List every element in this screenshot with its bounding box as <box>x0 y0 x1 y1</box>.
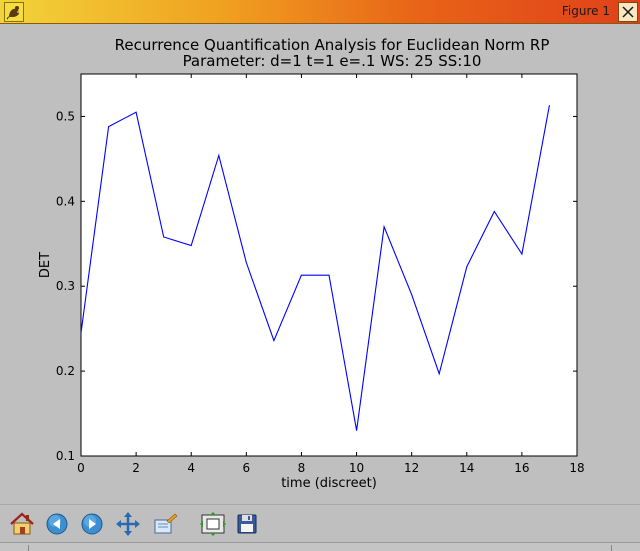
data-point <box>301 274 302 276</box>
x-tick-label: 14 <box>459 461 474 475</box>
y-tick-label: 0.3 <box>56 279 75 293</box>
x-axis-label: time (discreet) <box>281 476 377 491</box>
forward-button[interactable] <box>78 511 106 537</box>
save-button[interactable] <box>233 511 261 537</box>
chart-title: Recurrence Quantification Analysis for E… <box>115 36 550 54</box>
subplots-button[interactable] <box>199 511 227 537</box>
data-point <box>438 373 440 375</box>
arrow-left-icon <box>46 513 68 535</box>
home-icon <box>10 512 34 535</box>
y-axis-ticks: 0.1 0.2 0.3 0.4 0.5 <box>56 109 577 463</box>
y-tick-label: 0.4 <box>56 194 75 208</box>
status-bar-divider <box>611 545 612 551</box>
x-axis-ticks: 0 2 4 6 8 10 12 14 16 18 <box>77 74 585 475</box>
y-tick-label: 0.2 <box>56 364 75 378</box>
zoom-rect-button[interactable] <box>151 511 179 537</box>
x-tick-label: 4 <box>187 461 195 475</box>
subplots-icon <box>200 512 226 536</box>
x-tick-label: 12 <box>404 461 419 475</box>
data-point <box>466 266 468 268</box>
pan-button[interactable] <box>114 511 142 537</box>
y-tick-label: 0.5 <box>56 109 75 123</box>
x-tick-label: 2 <box>132 461 140 475</box>
move-icon <box>116 512 140 536</box>
data-point <box>135 111 137 113</box>
figure-canvas[interactable]: Recurrence Quantification Analysis for E… <box>0 24 640 504</box>
window-titlebar[interactable]: Figure 1 <box>0 0 640 24</box>
data-point <box>218 155 220 156</box>
data-point <box>190 245 192 246</box>
series-group <box>80 105 550 431</box>
data-point <box>273 340 275 341</box>
plot-area <box>80 73 578 457</box>
window-close-button[interactable] <box>618 2 638 22</box>
data-point <box>245 262 247 263</box>
x-tick-label: 16 <box>514 461 529 475</box>
chart: Recurrence Quantification Analysis for E… <box>38 36 585 491</box>
x-tick-label: 0 <box>77 461 85 475</box>
data-point <box>108 126 109 127</box>
zoom-rect-icon <box>154 513 178 534</box>
data-point <box>493 211 495 212</box>
chart-subtitle: Parameter: d=1 t=1 e=.1 WS: 25 SS:10 <box>183 52 482 70</box>
navigation-toolbar <box>0 504 640 542</box>
arrow-right-icon <box>81 513 103 535</box>
x-tick-label: 10 <box>349 461 364 475</box>
y-axis-label: DET <box>38 252 53 278</box>
save-icon <box>237 514 257 534</box>
series-line-det <box>80 105 550 431</box>
data-point <box>521 253 523 255</box>
app-mouse-icon[interactable] <box>4 2 24 22</box>
data-point <box>356 430 357 431</box>
y-tick-label: 0.1 <box>56 449 75 463</box>
x-tick-label: 6 <box>243 461 251 475</box>
status-bar <box>0 542 640 551</box>
x-tick-label: 18 <box>569 461 584 475</box>
window-title: Figure 1 <box>561 4 610 18</box>
data-point <box>328 274 330 276</box>
back-button[interactable] <box>43 511 71 537</box>
data-point <box>80 332 82 334</box>
home-button[interactable] <box>8 511 36 537</box>
data-point <box>549 105 550 106</box>
x-tick-label: 8 <box>298 461 306 475</box>
data-point <box>163 236 165 238</box>
data-point <box>411 294 413 296</box>
data-point <box>383 226 385 228</box>
status-bar-section <box>2 545 29 551</box>
